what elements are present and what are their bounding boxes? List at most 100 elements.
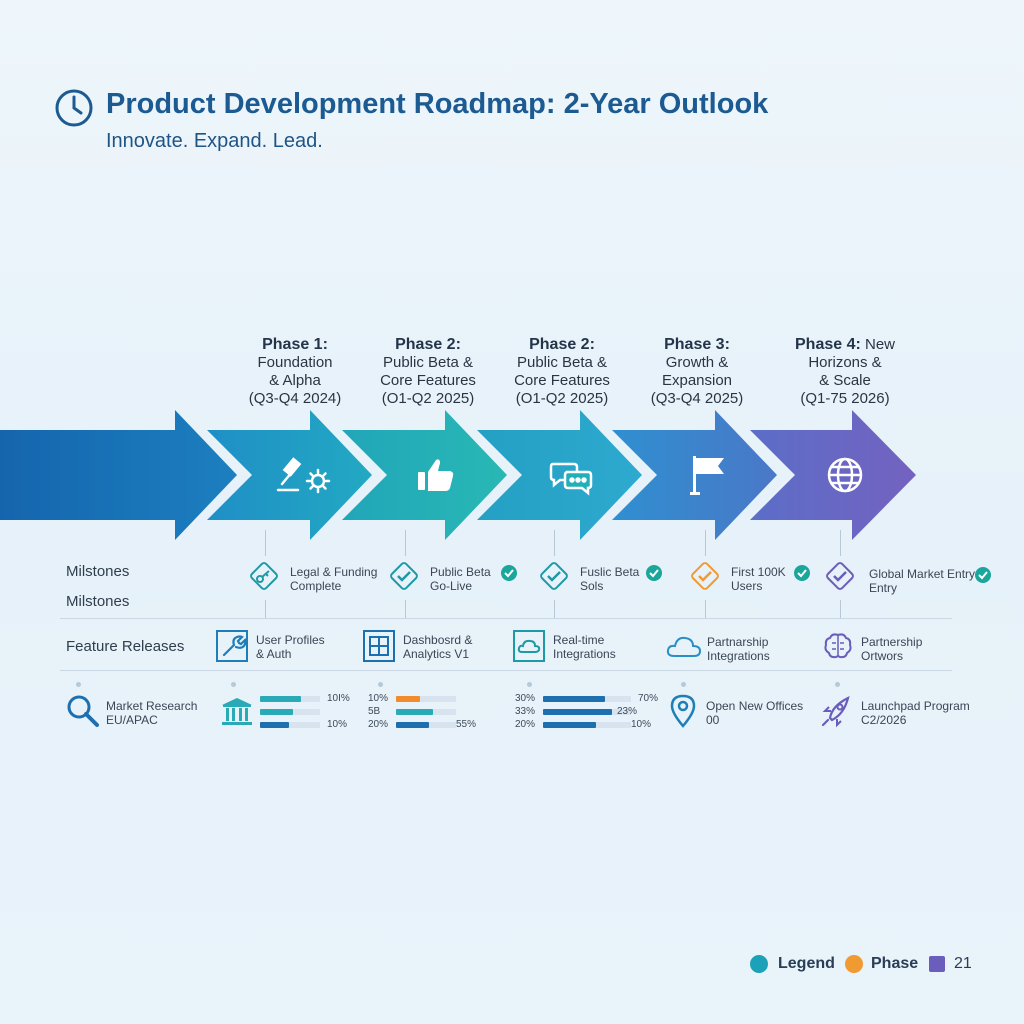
- gavel-gear-icon: [276, 457, 331, 494]
- chevron-1: [0, 410, 237, 540]
- chevron-4: [477, 410, 642, 540]
- launchpad-item: Launchpad Program C2/2026: [861, 699, 970, 727]
- phase-line1: Horizons &: [808, 354, 882, 371]
- feature-line1: Partnarship: [707, 635, 769, 649]
- bar-fill: [260, 722, 289, 728]
- launchpad-line1: Launchpad Program: [861, 699, 970, 713]
- row-label-milestones: Milstones: [66, 563, 130, 580]
- chat-bubbles-icon: [549, 462, 593, 496]
- bar-value: 30%: [515, 693, 536, 704]
- phase-line2: & Alpha: [269, 372, 321, 389]
- bar-value: 23%: [617, 706, 638, 717]
- phase-line1: Foundation: [257, 354, 333, 371]
- row-divider: [60, 618, 952, 619]
- magnifier-icon: [67, 695, 99, 727]
- phase-line2: Core Features: [380, 372, 476, 389]
- check-diamond-icon: [540, 562, 568, 590]
- check-circle-icon: [975, 567, 991, 583]
- phase-period: (O1-Q2 2025): [515, 390, 609, 407]
- feature-line1: Real-time: [553, 633, 605, 647]
- bar-value: 10I%: [327, 693, 350, 704]
- phase-heading-extra: New: [864, 336, 895, 353]
- divider-dot: [231, 682, 236, 687]
- milestone-line1: Global Market Entry: [869, 567, 976, 581]
- feature-item-3: Real-time Integrations: [553, 633, 616, 661]
- check-diamond-icon: [390, 562, 418, 590]
- bar-fill: [396, 709, 433, 715]
- connector: [840, 530, 841, 556]
- bar-value: 10%: [631, 719, 652, 730]
- bar-group-3: 30% 70% 33% 23% 20% 10%: [515, 693, 665, 735]
- phase-period: (Q3-Q4 2025): [650, 390, 744, 407]
- feature-item-2: Dashbosrd & Analytics V1: [403, 633, 472, 661]
- bar-fill: [396, 696, 420, 702]
- phase-label-2: Phase 2: Public Beta & Core Features (O1…: [358, 336, 498, 408]
- milestone-item-4: First 100K Users: [731, 565, 786, 593]
- row-label-milestones-2: Milstones: [66, 593, 130, 610]
- bar-group-1: 10I% 10%: [260, 693, 350, 735]
- phase-line2: & Scale: [819, 372, 871, 389]
- market-research-item: Market Research EU/APAC: [106, 699, 197, 727]
- offices-line2: 00: [706, 713, 720, 727]
- milestone-line1: Legal & Funding: [290, 565, 378, 579]
- feature-line1: User Profiles: [256, 633, 325, 647]
- connector: [265, 600, 266, 618]
- connector: [705, 600, 706, 618]
- check-circle-icon: [794, 565, 810, 581]
- bar-fill: [260, 696, 301, 702]
- wrench-icon: [216, 630, 248, 662]
- divider-dot: [681, 682, 686, 687]
- feature-line2: Analytics V1: [403, 647, 470, 661]
- feature-line1: Dashbosrd &: [403, 633, 473, 647]
- milestone-line2: Entry: [869, 581, 898, 595]
- milestone-item-2: Public Beta Go-Live: [430, 565, 491, 593]
- bar-value: 5B: [368, 706, 381, 717]
- phase-heading: Phase 4:: [795, 336, 861, 353]
- phase-line1: Public Beta &: [382, 354, 474, 371]
- phase-label-4: Phase 3: Growth & Expansion (Q3-Q4 2025): [627, 336, 767, 408]
- row-divider: [60, 670, 952, 671]
- bar-fill: [543, 722, 596, 728]
- phase-line1: Growth &: [665, 354, 729, 371]
- milestone-line2: Users: [731, 579, 763, 593]
- legend-swatch-orange: [845, 955, 863, 973]
- phase-period: (Q1-75 2026): [800, 390, 890, 407]
- connector: [265, 530, 266, 556]
- milestone-line2: Complete: [290, 579, 342, 593]
- feature-item-4: Partnarship Integrations: [707, 635, 770, 663]
- divider-dot: [378, 682, 383, 687]
- bar-value: 20%: [368, 719, 389, 730]
- globe-icon: [827, 457, 863, 493]
- bar-fill: [260, 709, 293, 715]
- feature-line2: Integrations: [553, 647, 616, 661]
- thumbs-up-icon: [418, 459, 454, 491]
- milestone-item-1: Legal & Funding Complete: [290, 565, 377, 593]
- clock-icon: [55, 89, 93, 127]
- feature-line2: & Auth: [256, 647, 292, 661]
- legend-label-2: Phase: [871, 955, 919, 972]
- divider-dot: [835, 682, 840, 687]
- location-pin-icon: [670, 694, 696, 728]
- offices-line1: Open New Offices: [706, 699, 804, 713]
- phase-period: (O1-Q2 2025): [381, 390, 475, 407]
- market-line2: EU/APAC: [106, 713, 158, 727]
- bar-fill: [396, 722, 429, 728]
- page-subtitle: Innovate. Expand. Lead.: [106, 130, 323, 152]
- check-circle-icon: [646, 565, 662, 581]
- bank-icon: [222, 698, 252, 725]
- connector: [405, 600, 406, 618]
- legend-swatch-teal: [750, 955, 768, 973]
- legend-label-3: 21: [954, 955, 972, 972]
- phase-heading: Phase 2:: [529, 336, 595, 353]
- milestone-line1: Fuslic Beta: [580, 565, 640, 579]
- bar-value: 70%: [638, 693, 659, 704]
- phase-line2: Core Features: [514, 372, 610, 389]
- phase-period: (Q3-Q4 2024): [248, 390, 342, 407]
- milestone-line1: First 100K: [731, 565, 786, 579]
- rocket-icon: [821, 695, 850, 728]
- key-diamond-icon: [250, 562, 278, 590]
- cloud-icon: [666, 636, 702, 657]
- phase-heading: Phase 2:: [395, 336, 461, 353]
- bar-value: 10%: [327, 719, 348, 730]
- milestone-line2: Sols: [580, 579, 604, 593]
